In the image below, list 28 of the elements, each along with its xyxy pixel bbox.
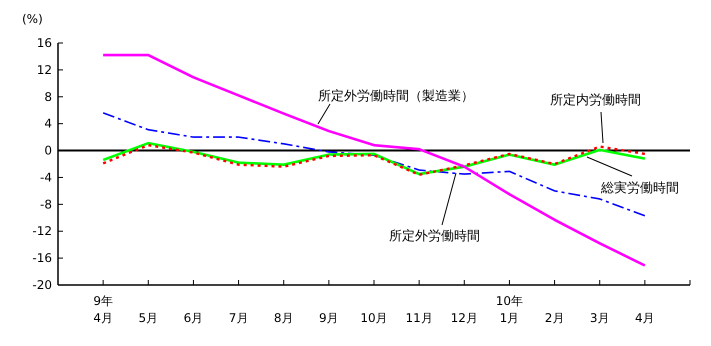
y-tick-label: -12 [32,224,52,238]
y-tick-label: -16 [32,251,52,266]
x-tick-label: 9月 [319,311,339,325]
x-tick-label: 9年 4月 [93,294,113,325]
x-tick-label: 12月 [450,311,478,325]
x-tick-label: 11月 [406,311,433,325]
x-tick-label: 2月 [544,311,564,325]
y-tick-label: 8 [44,90,52,104]
x-tick-label: 10年 1月 [496,294,524,325]
y-tick-label: 4 [44,116,52,131]
x-tick-label: 7月 [228,311,248,325]
series-label: 所定外労働時間（製造業） [318,89,474,104]
y-tick-label: 0 [44,144,52,158]
y-tick-label: -8 [40,197,52,212]
text: 所定外労働時間 [389,229,480,244]
x-tick-label: 6月 [184,311,204,325]
x-tick-label: 3月 [590,311,610,325]
text: 総実労働時間 [600,180,679,196]
y-tick-label: 16 [36,36,52,50]
x-tick-label: 10月 [360,311,388,325]
x-tick-label: 8月 [274,311,294,325]
y-axis-title: (%) [22,12,43,26]
x-tick-label: 5月 [138,311,158,325]
y-tick-label: 12 [36,62,52,77]
text: 所定内労働時間 [550,93,641,108]
y-tick-label: -4 [40,170,52,184]
y-tick-label: -20 [32,278,52,292]
x-tick-label: 4月 [635,311,655,325]
